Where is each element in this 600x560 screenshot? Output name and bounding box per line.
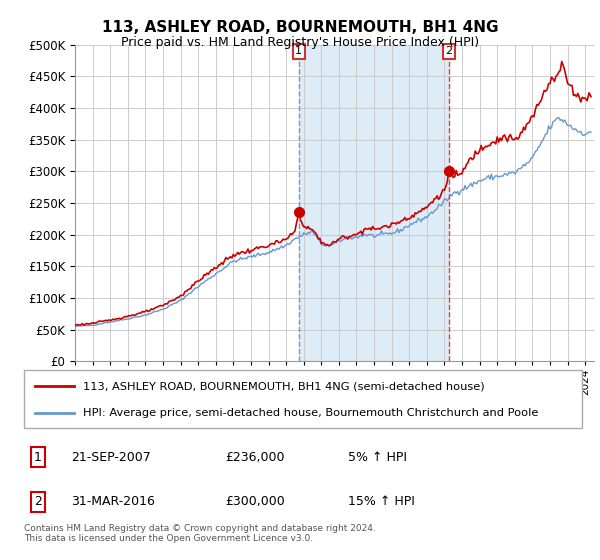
Text: 113, ASHLEY ROAD, BOURNEMOUTH, BH1 4NG: 113, ASHLEY ROAD, BOURNEMOUTH, BH1 4NG: [102, 20, 498, 35]
Text: 5% ↑ HPI: 5% ↑ HPI: [347, 451, 407, 464]
Text: HPI: Average price, semi-detached house, Bournemouth Christchurch and Poole: HPI: Average price, semi-detached house,…: [83, 408, 538, 418]
Text: Contains HM Land Registry data © Crown copyright and database right 2024.
This d: Contains HM Land Registry data © Crown c…: [24, 524, 376, 543]
Text: £236,000: £236,000: [225, 451, 284, 464]
Text: 113, ASHLEY ROAD, BOURNEMOUTH, BH1 4NG (semi-detached house): 113, ASHLEY ROAD, BOURNEMOUTH, BH1 4NG (…: [83, 381, 484, 391]
Text: £300,000: £300,000: [225, 495, 284, 508]
Text: 15% ↑ HPI: 15% ↑ HPI: [347, 495, 415, 508]
Text: 2: 2: [445, 46, 452, 57]
Text: 1: 1: [295, 46, 302, 57]
Bar: [299, 45, 449, 361]
Text: Price paid vs. HM Land Registry's House Price Index (HPI): Price paid vs. HM Land Registry's House …: [121, 36, 479, 49]
Text: 21-SEP-2007: 21-SEP-2007: [71, 451, 151, 464]
Text: 31-MAR-2016: 31-MAR-2016: [71, 495, 155, 508]
Text: 2: 2: [34, 495, 42, 508]
Text: 1: 1: [34, 451, 42, 464]
